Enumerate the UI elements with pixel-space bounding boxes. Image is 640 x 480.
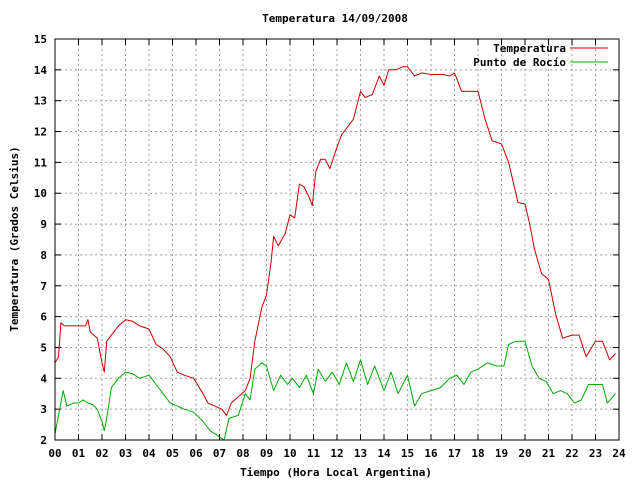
x-axis-label: Tiempo (Hora Local Argentina) (240, 466, 432, 479)
x-tick-label: 18 (471, 447, 484, 460)
x-tick-label: 14 (377, 447, 391, 460)
y-tick-label: 11 (34, 156, 48, 169)
x-tick-label: 01 (72, 447, 86, 460)
x-tick-label: 19 (495, 447, 508, 460)
y-tick-label: 7 (40, 280, 47, 293)
x-tick-label: 21 (542, 447, 556, 460)
x-tick-label: 16 (424, 447, 438, 460)
legend: Temperatura Punto de Rocío (473, 42, 608, 69)
x-tick-label: 05 (166, 447, 179, 460)
x-tick-label: 00 (48, 447, 61, 460)
y-tick-label: 10 (34, 187, 47, 200)
plot-frame (54, 38, 620, 441)
x-tick-label: 24 (612, 447, 626, 460)
y-tick-label: 12 (34, 126, 47, 139)
y-tick-label: 15 (34, 33, 47, 46)
x-tick-label: 17 (448, 447, 461, 460)
series-layer (54, 66, 616, 441)
x-tick-label: 09 (260, 447, 273, 460)
x-tick-label: 02 (95, 447, 108, 460)
grid (55, 39, 619, 440)
y-axis-label: Temperatura (Grados Celsius) (8, 146, 21, 331)
x-tick-label: 20 (518, 447, 531, 460)
x-tick-label: 03 (119, 447, 132, 460)
series-line-temperatura (54, 66, 616, 416)
y-tick-label: 4 (40, 372, 47, 385)
x-tick-label: 10 (283, 447, 296, 460)
y-tick-label: 3 (40, 403, 47, 416)
y-tick-label: 9 (40, 218, 47, 231)
y-tick-label: 13 (34, 95, 47, 108)
y-tick-label: 5 (40, 341, 47, 354)
y-tick-label: 2 (40, 434, 47, 447)
x-tick-label: 22 (565, 447, 578, 460)
x-tick-label: 12 (330, 447, 343, 460)
y-tick-label: 6 (40, 311, 47, 324)
x-tick-label: 04 (142, 447, 156, 460)
x-tick-label: 08 (236, 447, 249, 460)
x-tick-label: 11 (307, 447, 321, 460)
y-tick-label: 14 (34, 64, 48, 77)
y-tick-label: 8 (40, 249, 47, 262)
x-tick-label: 15 (401, 447, 414, 460)
x-tick-label: 06 (189, 447, 203, 460)
legend-label-temperatura: Temperatura (493, 42, 566, 55)
x-tick-label: 13 (354, 447, 367, 460)
x-tick-label: 23 (589, 447, 602, 460)
legend-label-punto-de-rocio: Punto de Rocío (473, 56, 566, 69)
chart-title: Temperatura 14/09/2008 (262, 12, 408, 25)
series-line-punto-de-rocio (54, 340, 616, 441)
x-tick-label: 07 (213, 447, 226, 460)
